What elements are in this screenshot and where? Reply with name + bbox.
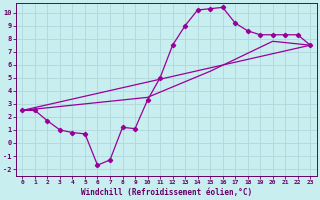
X-axis label: Windchill (Refroidissement éolien,°C): Windchill (Refroidissement éolien,°C) [81,188,252,197]
